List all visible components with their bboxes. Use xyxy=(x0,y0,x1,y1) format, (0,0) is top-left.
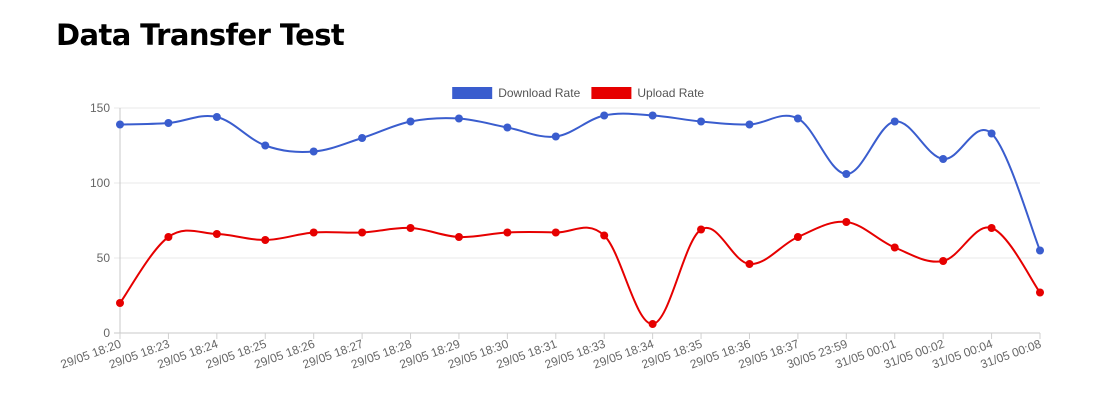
data-point-download-rate[interactable] xyxy=(890,117,899,126)
data-point-upload-rate[interactable] xyxy=(793,233,802,241)
data-point-upload-rate[interactable] xyxy=(116,299,124,307)
data-point-upload-rate[interactable] xyxy=(212,230,221,238)
data-point-upload-rate[interactable] xyxy=(503,228,512,237)
data-point-download-rate[interactable] xyxy=(309,147,318,156)
data-point-download-rate[interactable] xyxy=(503,123,512,132)
data-point-download-rate[interactable] xyxy=(600,111,609,120)
data-point-upload-rate[interactable] xyxy=(697,225,706,234)
data-point-upload-rate[interactable] xyxy=(987,224,996,232)
data-point-upload-rate[interactable] xyxy=(551,228,560,237)
chart-grid xyxy=(114,107,1041,339)
data-point-upload-rate[interactable] xyxy=(745,260,754,268)
legend-label-upload-rate[interactable]: Upload Rate xyxy=(637,86,704,100)
legend-swatch-download-rate[interactable] xyxy=(452,87,493,99)
data-point-upload-rate[interactable] xyxy=(1036,288,1044,297)
data-point-download-rate[interactable] xyxy=(551,132,560,141)
series-points xyxy=(116,111,1044,328)
data-point-download-rate[interactable] xyxy=(842,170,851,178)
y-axis-ticks: 0 50 100 150 xyxy=(90,101,110,340)
data-point-upload-rate[interactable] xyxy=(358,228,367,237)
data-point-download-rate[interactable] xyxy=(987,129,996,138)
data-point-upload-rate[interactable] xyxy=(309,228,318,237)
data-point-download-rate[interactable] xyxy=(164,119,173,127)
legend-label-download-rate[interactable]: Download Rate xyxy=(498,86,580,100)
series-line-upload-rate xyxy=(119,220,1041,326)
data-point-download-rate[interactable] xyxy=(697,117,706,126)
data-point-upload-rate[interactable] xyxy=(164,233,173,241)
legend-swatch-upload-rate[interactable] xyxy=(591,87,632,99)
data-point-download-rate[interactable] xyxy=(261,141,270,150)
data-point-upload-rate[interactable] xyxy=(406,224,415,232)
series-lines xyxy=(119,112,1041,326)
data-point-download-rate[interactable] xyxy=(406,117,415,126)
data-point-download-rate[interactable] xyxy=(745,120,754,129)
data-point-download-rate[interactable] xyxy=(454,114,463,123)
series-line-download-rate xyxy=(119,112,1041,251)
data-point-upload-rate[interactable] xyxy=(454,233,463,241)
data-point-upload-rate[interactable] xyxy=(939,257,948,265)
data-point-upload-rate[interactable] xyxy=(261,236,270,244)
data-point-upload-rate[interactable] xyxy=(842,218,851,226)
data-point-download-rate[interactable] xyxy=(648,111,657,120)
data-point-download-rate[interactable] xyxy=(939,155,948,163)
data-point-download-rate[interactable] xyxy=(116,120,124,129)
data-point-download-rate[interactable] xyxy=(212,113,221,121)
page-title: Data Transfer Test xyxy=(56,18,345,52)
data-point-upload-rate[interactable] xyxy=(600,231,609,240)
y-tick-label: 0 xyxy=(103,326,110,340)
data-point-download-rate[interactable] xyxy=(1036,246,1044,255)
data-point-upload-rate[interactable] xyxy=(648,320,657,328)
data-point-upload-rate[interactable] xyxy=(890,243,899,252)
data-point-download-rate[interactable] xyxy=(793,114,802,123)
data-point-download-rate[interactable] xyxy=(358,134,367,142)
chart-legend: Download Rate Upload Rate xyxy=(452,86,704,100)
y-tick-label: 100 xyxy=(90,176,110,190)
y-tick-label: 50 xyxy=(97,251,111,265)
y-tick-label: 150 xyxy=(90,101,110,115)
